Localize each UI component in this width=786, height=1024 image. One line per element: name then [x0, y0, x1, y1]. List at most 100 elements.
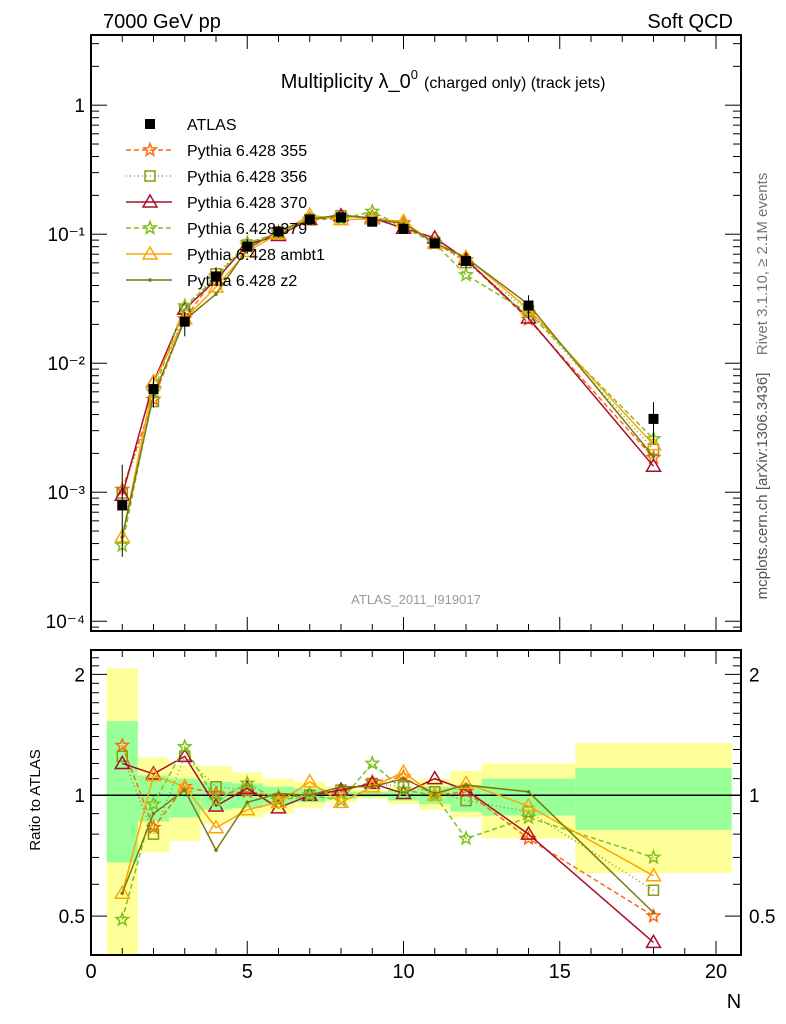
main-frame [90, 34, 742, 632]
ratio-point-z2 [464, 783, 468, 787]
header-right: Soft QCD [647, 11, 733, 33]
ratio-point-z2 [339, 784, 343, 789]
legend-item: Pythia 6.428 379 [126, 219, 307, 238]
x-tick-label: 5 [242, 961, 253, 983]
main-point-z2 [651, 454, 656, 459]
chart-title: Multiplicity λ_00 [281, 67, 418, 93]
ratio-point-379 [457, 829, 475, 846]
legend-marker [141, 245, 159, 260]
atlas-data-point [648, 413, 659, 424]
x-tick-label: 15 [549, 961, 571, 983]
main-point-z2 [214, 292, 218, 296]
atlas-data-point [367, 216, 378, 227]
legend-marker [141, 193, 159, 208]
ratio-panel-series [113, 736, 662, 949]
legend-label: Pythia 6.428 379 [187, 221, 307, 238]
ratio-point-ambt1 [145, 766, 162, 782]
rivet-label: Rivet 3.1.10, ≥ 2.1M events [754, 173, 771, 356]
ratio-y-label: Ratio to ATLAS [27, 749, 44, 850]
ratio-point-379 [301, 786, 318, 803]
legend-marker [141, 219, 159, 235]
legend-marker [148, 278, 152, 282]
main-point-379 [457, 266, 475, 282]
ratio-point-z2 [245, 800, 250, 805]
main-point-ambt1 [207, 278, 225, 293]
ratio-point-356 [147, 828, 160, 840]
ratio-point-355 [645, 907, 662, 924]
main-point-ambt1 [645, 436, 662, 451]
ratio-point-z2 [307, 793, 312, 798]
atlas-data-point [429, 238, 440, 249]
ratio-point-379 [364, 754, 381, 771]
atlas-data-point [461, 255, 471, 266]
header-left: 7000 GeV pp [103, 11, 221, 33]
ratio-point-ambt1 [113, 884, 131, 899]
ratio-y-tick-label: 2 [74, 665, 85, 686]
ratio-point-ambt1 [301, 773, 319, 788]
legend-item: ATLAS [145, 117, 237, 134]
ratio-point-356 [647, 884, 660, 896]
ratio-point-ambt1 [645, 867, 662, 882]
legend-item: Pythia 6.428 ambt1 [126, 245, 325, 264]
ratio-y-tick-label-right: 0.5 [749, 907, 775, 928]
ratio-point-z2 [651, 910, 656, 915]
uncertainty-bands [91, 668, 741, 955]
main-line-z2 [121, 213, 655, 538]
main-point-379 [176, 297, 193, 313]
ratio-y-tick-label: 1 [74, 786, 85, 807]
ratio-point-355 [114, 736, 131, 753]
analysis-watermark: ATLAS_2011_I919017 [351, 592, 481, 607]
legend-marker [145, 119, 155, 129]
ratio-point-ambt1 [457, 774, 475, 790]
legend-marker [141, 141, 159, 157]
atlas-data-point [304, 214, 315, 225]
ratio-point-370 [520, 825, 537, 840]
main-y-tick-label: 10⁻¹ [48, 225, 86, 246]
ratio-point-356 [116, 750, 128, 763]
ratio-point-z2 [432, 791, 437, 796]
ratio-point-ambt1 [270, 793, 287, 809]
x-axis-label: N [727, 991, 741, 1013]
ratio-point-z2 [401, 776, 406, 781]
atlas-data-point [242, 241, 253, 252]
x-tick-label: 0 [85, 961, 96, 983]
legend-label: Pythia 6.428 356 [187, 169, 307, 186]
ratio-point-z2 [120, 891, 125, 896]
atlas-data-point [179, 316, 190, 327]
legend-marker [144, 170, 156, 182]
ratio-point-ambt1 [426, 786, 444, 801]
ratio-point-379 [176, 738, 193, 754]
ratio-point-z2 [214, 848, 218, 852]
ratio-point-379 [395, 781, 412, 797]
legend-label: Pythia 6.428 ambt1 [187, 247, 325, 264]
band-stat [106, 721, 138, 863]
main-y-tick-label: 10⁻³ [48, 483, 86, 504]
atlas-data-point [523, 300, 534, 311]
chart-title-suffix: (charged only) (track jets) [424, 75, 605, 92]
legend-label: Pythia 6.428 z2 [187, 273, 297, 290]
legend-label: Pythia 6.428 370 [187, 195, 307, 212]
main-y-tick-label: 10⁻² [48, 354, 86, 375]
ratio-line-379 [121, 745, 654, 920]
ratio-point-370 [426, 770, 444, 785]
atlas-data-point [336, 212, 346, 223]
ratio-point-370 [645, 933, 662, 949]
main-point-355 [520, 310, 537, 327]
main-line-379 [121, 210, 655, 546]
main-y-tick-label: 1 [74, 96, 85, 117]
ratio-point-z2 [182, 788, 187, 792]
atlas-data-point [398, 223, 409, 234]
ratio-point-379 [520, 808, 537, 825]
ratio-point-379 [114, 911, 131, 927]
ratio-point-370 [113, 754, 131, 770]
ratio-point-ambt1 [520, 797, 537, 812]
mcplots-label: mcplots.cern.ch [arXiv:1306.3436] [754, 373, 771, 600]
legend-item: Pythia 6.428 370 [126, 193, 307, 212]
ratio-point-z2 [370, 784, 375, 789]
ratio-y-tick-label-right: 1 [749, 786, 760, 807]
ratio-line-z2 [121, 777, 655, 914]
x-tick-label: 20 [705, 961, 727, 983]
main-point-379 [364, 202, 381, 219]
atlas-data-point [148, 384, 159, 395]
